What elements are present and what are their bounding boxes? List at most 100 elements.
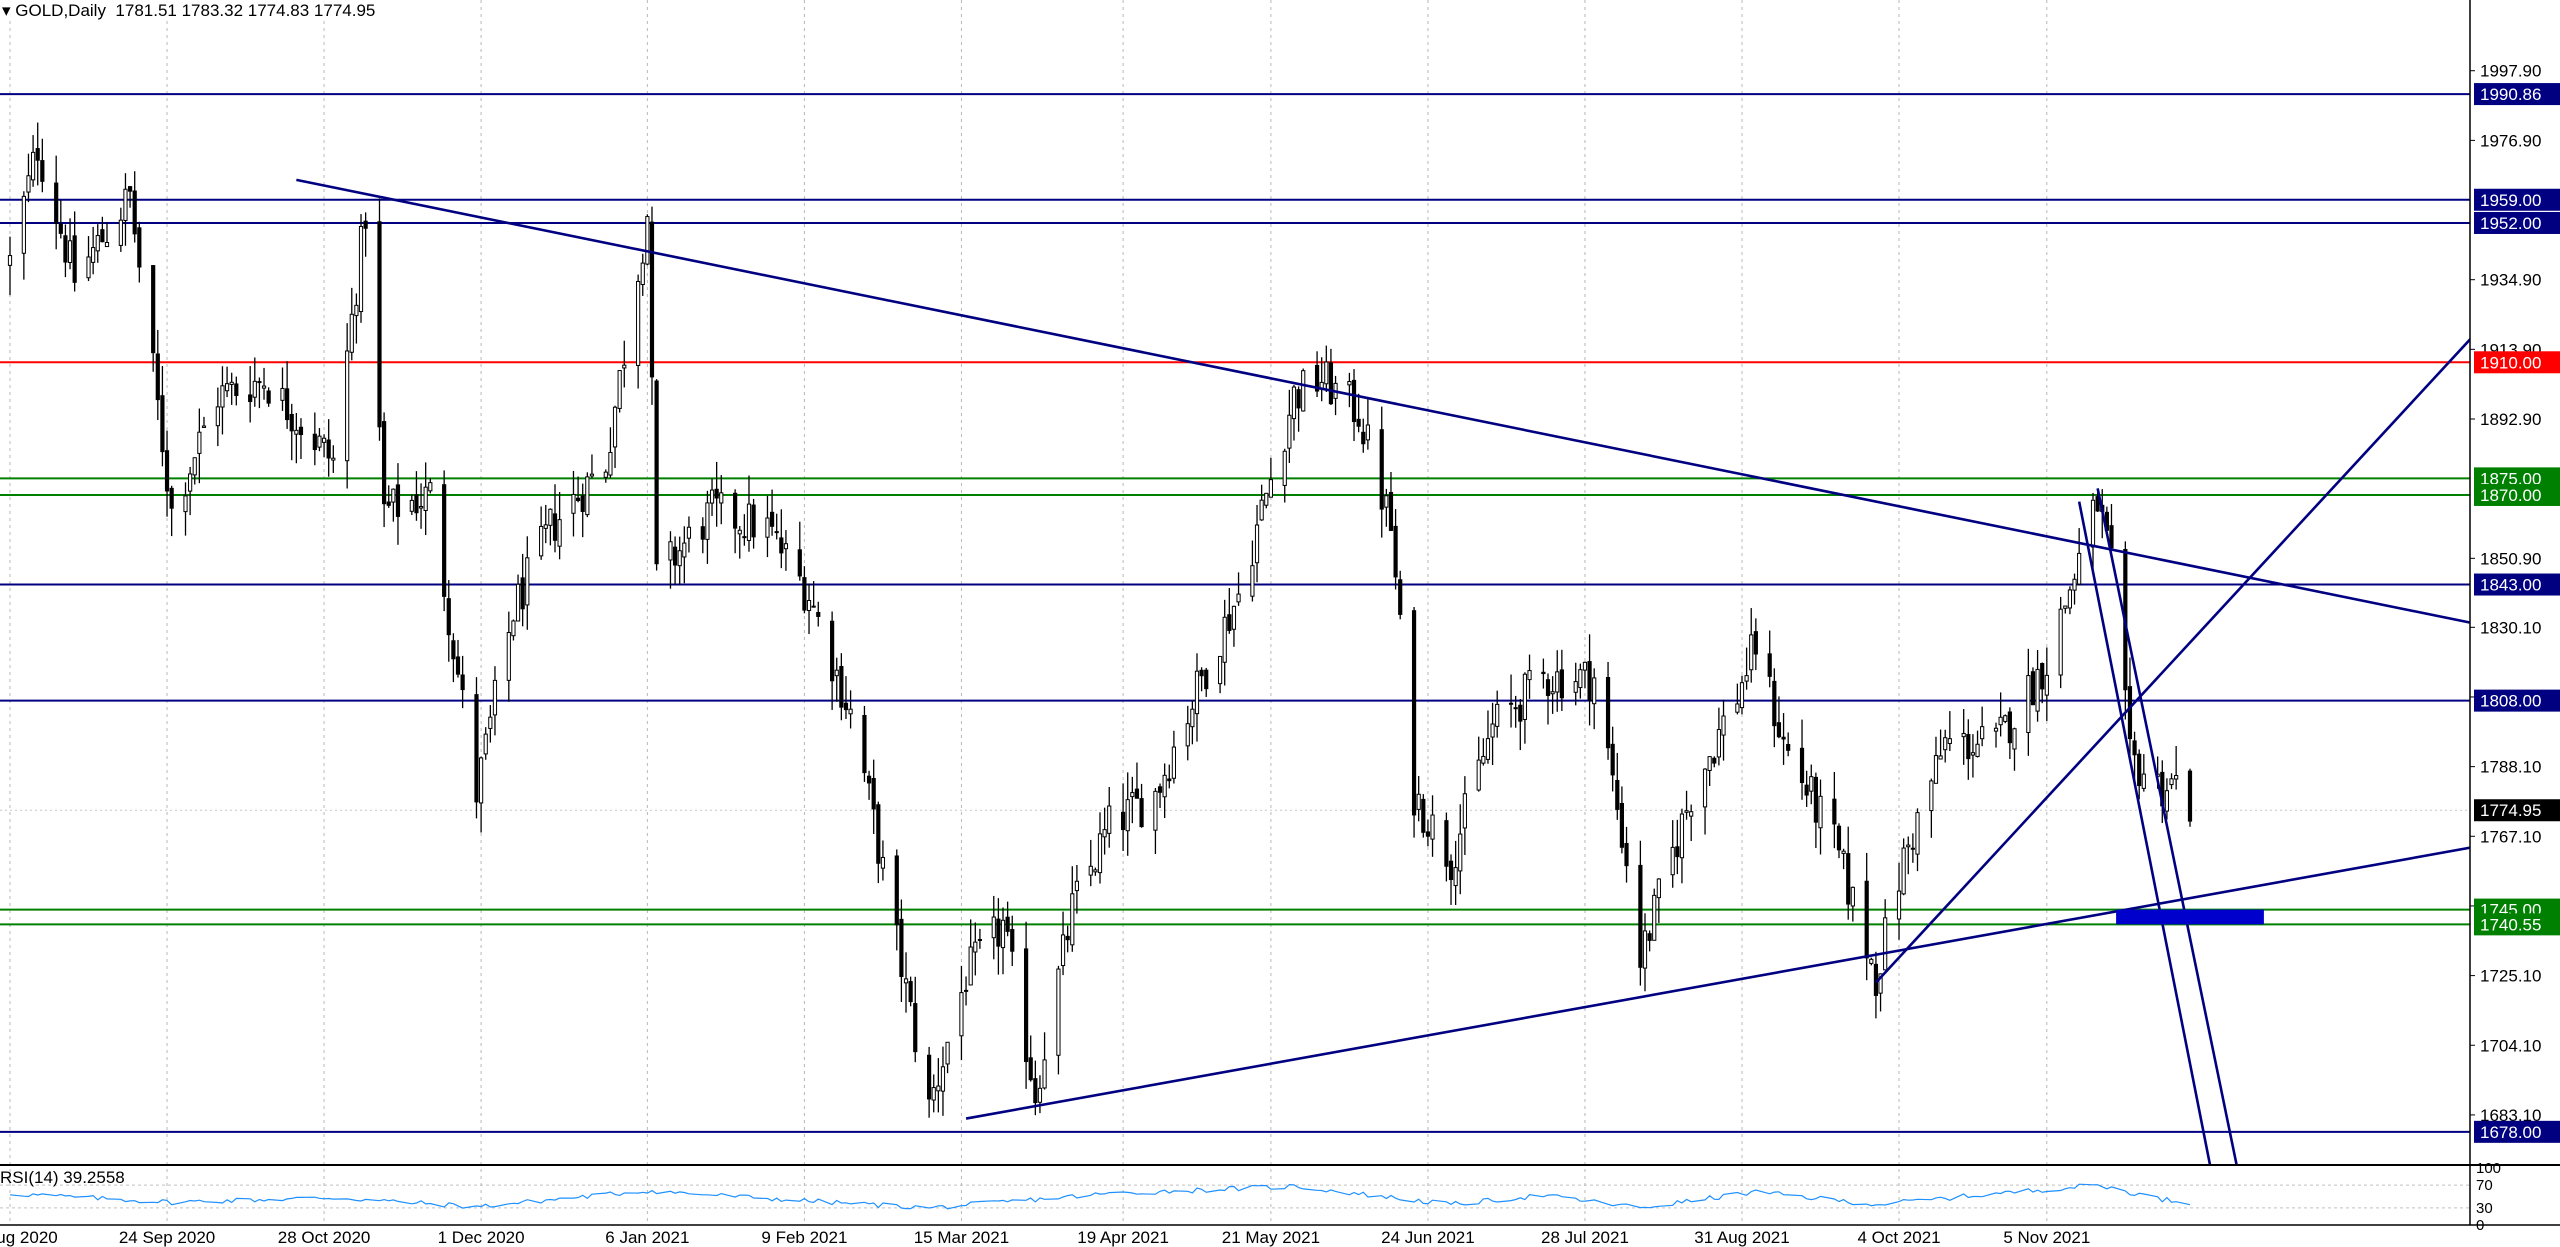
level-price-tag: 1952.00: [2480, 214, 2541, 233]
candle-body-down: [451, 640, 456, 660]
candle-body-up: [1901, 847, 1906, 895]
candle: [1393, 509, 1398, 590]
candle: [2044, 647, 2049, 721]
candle-body-down: [871, 778, 876, 810]
candle-body-up: [705, 502, 710, 540]
candle-body-up: [765, 517, 770, 538]
trendline[interactable]: [1874, 313, 2495, 984]
x-tick-label: 15 Mar 2021: [914, 1228, 1009, 1247]
candle-body-down: [769, 511, 775, 527]
candle-body-up: [709, 489, 715, 504]
candle: [1125, 772, 1130, 856]
candle-body-up: [1485, 738, 1491, 760]
candle: [317, 428, 322, 452]
candle: [349, 287, 354, 361]
candle: [1379, 406, 1384, 538]
candle: [585, 472, 590, 518]
candle-body-up: [1702, 768, 1708, 808]
trendline[interactable]: [296, 178, 2494, 628]
candle: [1541, 658, 1546, 689]
candle-body-up: [991, 916, 996, 939]
candle-body-up: [1522, 673, 1528, 720]
candle-body-down: [35, 148, 40, 161]
candle-body-up: [1573, 681, 1578, 693]
candle: [479, 756, 484, 833]
trendline[interactable]: [2096, 488, 2264, 1247]
candle: [1818, 779, 1823, 855]
candle: [1707, 756, 1712, 787]
x-tick-label: 24 Jun 2021: [1381, 1228, 1475, 1247]
candle: [312, 412, 317, 466]
candle-body-down: [1028, 1057, 1033, 1081]
candle: [806, 583, 812, 635]
candle: [1120, 783, 1126, 851]
candle: [2058, 596, 2063, 689]
rsi-scale-label: 70: [2476, 1177, 2493, 1194]
candle: [1171, 730, 1176, 784]
candle-body-down: [580, 495, 585, 512]
candle-body-down: [830, 620, 835, 682]
candle-body-up: [2012, 728, 2017, 750]
candle: [612, 405, 618, 468]
candle-body-down: [1227, 614, 1232, 631]
candle-body-up: [1670, 846, 1675, 876]
candle-body-up: [2072, 578, 2077, 591]
candle-body-up: [645, 216, 650, 265]
candle: [220, 366, 225, 435]
candle: [2141, 754, 2146, 792]
candle: [1495, 690, 1500, 738]
candle: [1527, 654, 1532, 699]
candle: [977, 928, 983, 949]
candle: [1162, 763, 1167, 819]
candle-body-up: [1550, 691, 1555, 695]
candle: [1702, 768, 1708, 835]
candle: [118, 207, 123, 252]
candle-body-up: [188, 473, 193, 492]
candle: [35, 122, 40, 186]
candle: [506, 611, 511, 702]
candle: [2026, 648, 2031, 756]
candle: [1462, 776, 1467, 856]
candle: [1832, 771, 1837, 849]
candle-body-up: [806, 599, 812, 611]
candle: [1204, 667, 1209, 697]
candle-body-down: [1199, 669, 1204, 677]
candle-body-down: [151, 265, 156, 354]
candle-body-up: [488, 716, 493, 729]
candle: [160, 365, 165, 467]
candle-body-up: [26, 175, 31, 193]
candle: [1716, 707, 1721, 766]
candle: [2137, 749, 2142, 800]
candle: [1264, 492, 1269, 509]
candle: [127, 185, 133, 208]
candle-body-up: [1347, 381, 1352, 386]
candle: [1587, 634, 1592, 726]
candle-body-up: [2141, 773, 2146, 789]
candle: [742, 514, 747, 546]
rsi-scale-label: 100: [2476, 1160, 2501, 1177]
candle: [414, 471, 419, 521]
candle-body-down: [1033, 1078, 1038, 1104]
candle: [1153, 788, 1158, 854]
candle: [1869, 957, 1874, 966]
candle: [1624, 826, 1629, 883]
candle-body-down: [72, 235, 77, 283]
trendline[interactable]: [2077, 501, 2236, 1247]
candle-body-down: [2187, 770, 2193, 822]
support-zone[interactable]: [2116, 909, 2264, 925]
candle-body-up: [903, 978, 909, 984]
candle-body-up: [548, 508, 553, 526]
candle: [1347, 372, 1352, 408]
candle-body-up: [945, 1041, 950, 1065]
candle-body-down: [100, 229, 105, 243]
current-price-tag: 1774.95: [2480, 801, 2541, 820]
trendline[interactable]: [965, 843, 2495, 1120]
candle-body-up: [1153, 790, 1158, 831]
candle-body-down: [1675, 846, 1680, 858]
candle: [848, 690, 853, 729]
candle-body-up: [1171, 746, 1176, 779]
candle: [543, 504, 548, 544]
candle-body-down: [1444, 820, 1449, 867]
